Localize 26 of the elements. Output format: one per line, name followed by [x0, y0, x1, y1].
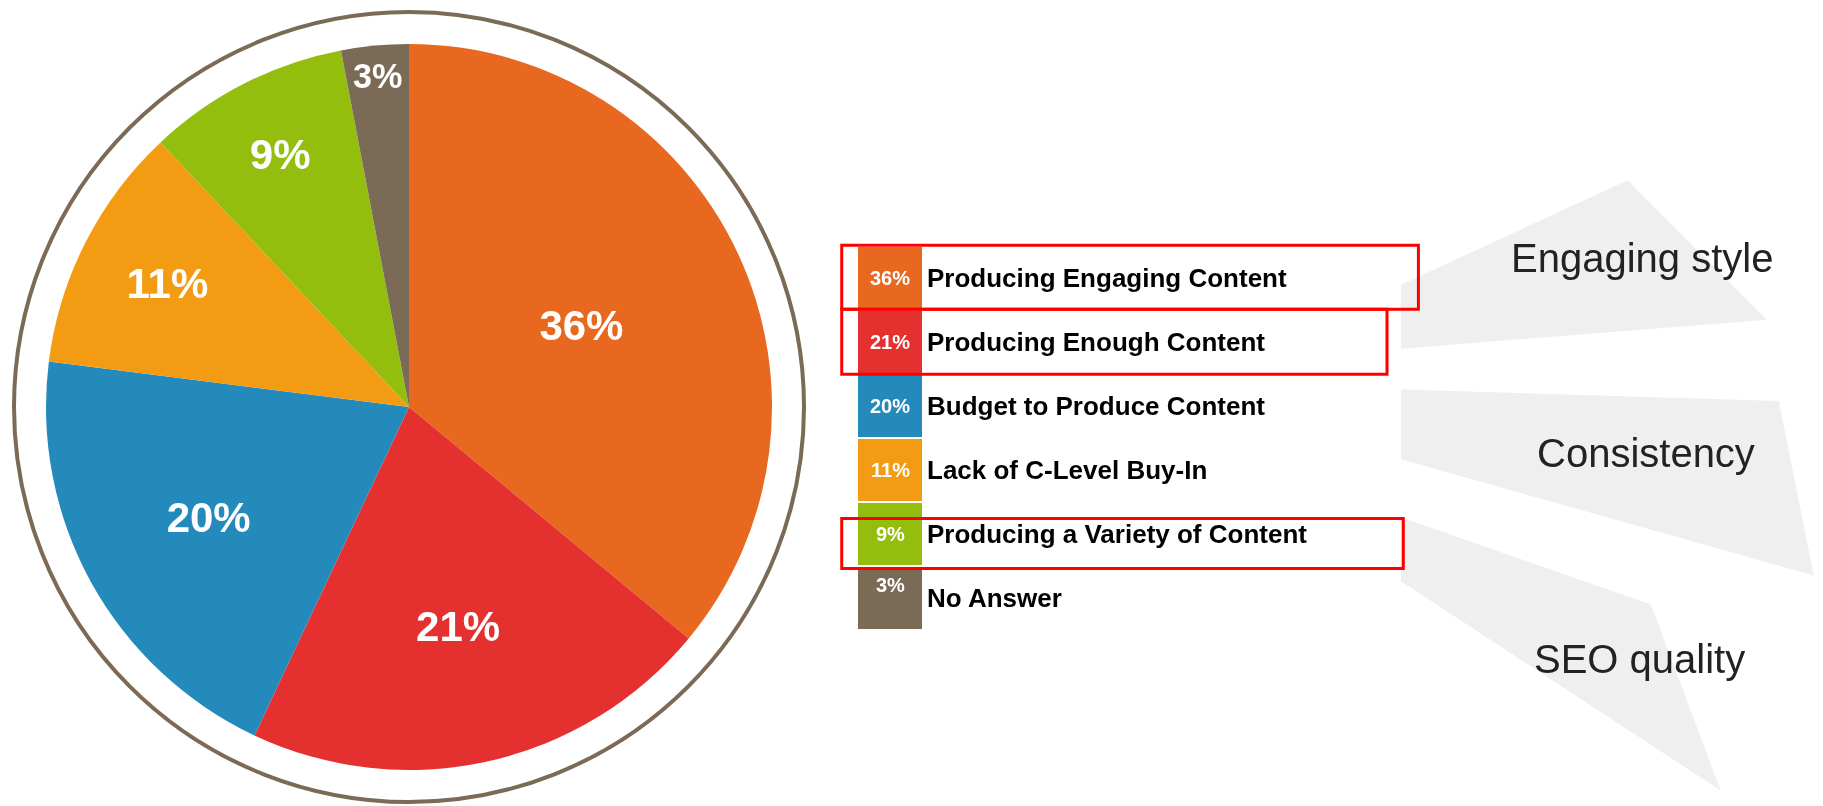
data-label: 11%: [126, 260, 209, 308]
text: SEO quality: [1534, 637, 1746, 681]
text: Engaging style: [1511, 236, 1774, 280]
text: 3%: [876, 574, 905, 596]
data-label: 9%: [249, 130, 311, 178]
legend-label: Producing Engaging Content: [927, 263, 1287, 293]
data-label: 20%: [166, 493, 251, 541]
text: 20%: [870, 395, 911, 417]
legend-label: Budget to Produce Content: [927, 391, 1266, 421]
legend-label: Producing a Variety of Content: [927, 519, 1308, 549]
pie-slice: [340, 44, 409, 407]
legend-label: Lack of C-Level Buy-In: [927, 455, 1208, 485]
pie-slice: [46, 361, 409, 736]
data-label: 3%: [353, 57, 403, 96]
text: 11%: [871, 459, 910, 481]
text: Consistency: [1537, 431, 1755, 475]
text: 36%: [870, 267, 911, 289]
data-label: 36%: [539, 302, 624, 350]
text: 21%: [870, 331, 911, 353]
pie-slice: [254, 407, 689, 770]
data-label: 21%: [416, 603, 501, 651]
legend-label: Producing Enough Content: [927, 327, 1266, 357]
text: 9%: [876, 523, 905, 545]
pie-slice: [48, 142, 409, 407]
legend-label: No Answer: [927, 583, 1062, 613]
pie-slice: [409, 44, 772, 639]
